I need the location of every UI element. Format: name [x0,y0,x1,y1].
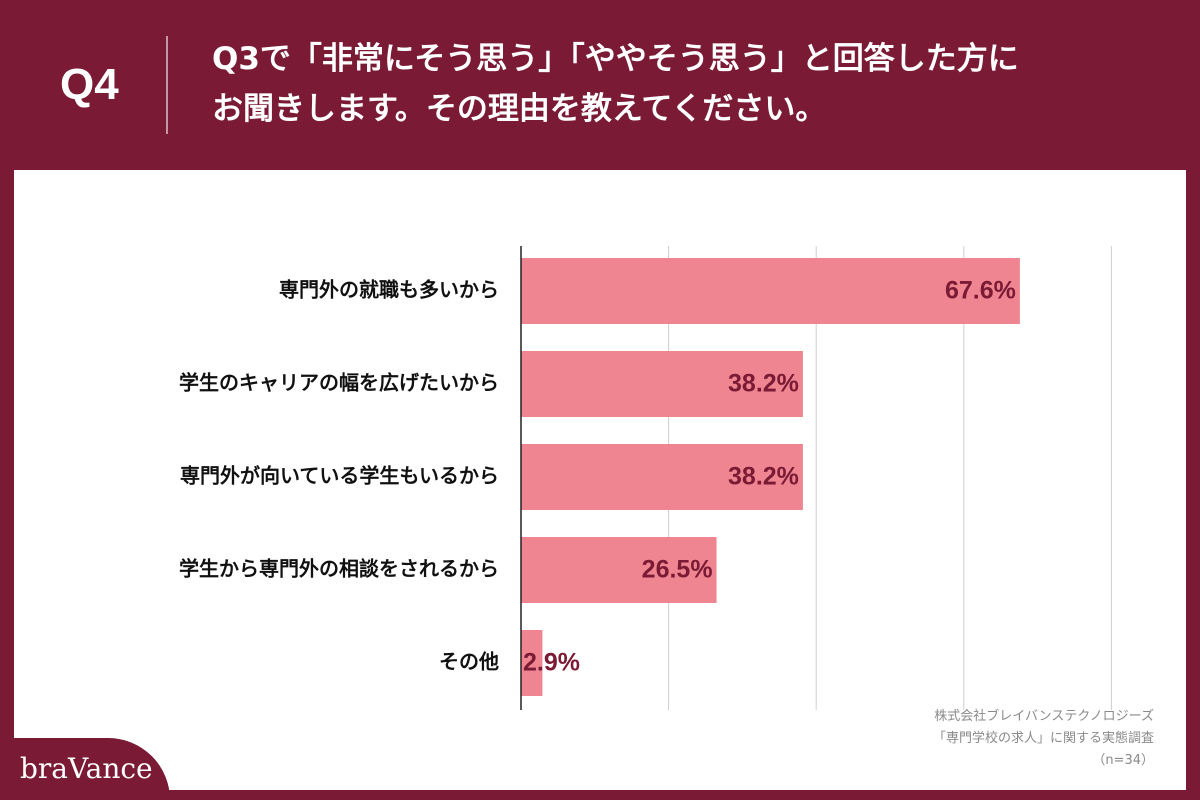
question-line-2: お聞きします。その理由を教えてください。 [212,91,827,127]
header-divider [166,36,168,134]
source-company: 株式会社ブレイバンステクノロジーズ [934,709,1154,724]
bar [521,537,717,603]
data-label: 38.2% [728,463,799,491]
bar [521,351,803,417]
category-label: 学生のキャリアの幅を広げたいから [179,371,499,395]
question-number: Q4 [60,60,119,109]
data-label: 26.5% [642,556,713,584]
bar [521,630,543,696]
data-label: 2.9% [523,649,580,677]
question-text: Q3で「非常にそう思う」「ややそう思う」と回答した方に お聞きします。その理由を… [212,34,1172,134]
question-line-1: Q3で「非常にそう思う」「ややそう思う」と回答した方に [212,41,1019,77]
data-label: 67.6% [945,277,1016,305]
bar [521,444,803,510]
bar [521,258,1020,324]
source-sample-size: （n=34） [1092,753,1154,768]
source-survey: 「専門学校の求人」に関する実態調査 [932,731,1154,746]
chart-panel: 専門外の就職も多いから 67.6% 学生のキャリアの幅を広げたいから 38.2% 専門外… [14,170,1186,790]
logo-tab [0,738,170,800]
category-label: 専門外の就職も多いから [279,278,499,302]
category-label: 専門外が向いている学生もいるから [180,464,499,488]
category-label: その他 [439,650,499,674]
category-label: 学生から専門外の相談をされるから [179,557,499,581]
data-label: 38.2% [728,370,799,398]
source-note: 株式会社ブレイバンステクノロジーズ 「専門学校の求人」に関する実態調査 （n=3… [933,706,1154,772]
brand-logo: braVance [20,752,153,785]
bar-chart: 専門外の就職も多いから 67.6% 学生のキャリアの幅を広げたいから 38.2% 専門外… [179,246,1112,710]
